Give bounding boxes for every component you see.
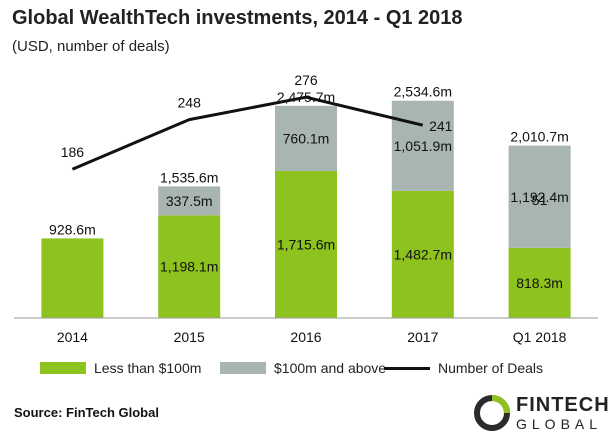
bar-small-deals-2: [275, 170, 337, 318]
bar-large-deals-4: [508, 145, 571, 248]
x-tick-label-4: Q1 2018: [513, 329, 567, 345]
fintech-global-logo: FINTECH GLOBAL: [472, 389, 609, 437]
bar-total-label-1: 1,535.6m: [160, 169, 218, 185]
legend-item-small-deals: Less than $100m: [40, 360, 201, 376]
bar-label-small-deals-4: 818.3m: [516, 275, 563, 291]
legend-label-number-of-deals: Number of Deals: [438, 360, 544, 376]
legend-label-large-deals: $100m and above: [274, 360, 387, 376]
x-tick-label-2: 2016: [290, 329, 321, 345]
deals-point-label-0: 186: [61, 144, 85, 160]
legend-swatch-large-deals: [220, 362, 266, 374]
bar-label-small-deals-0: 928.6m: [49, 221, 96, 237]
legend-label-small-deals: Less than $100m: [94, 360, 202, 376]
legend-item-large-deals: $100m and above: [220, 360, 386, 376]
bar-label-large-deals-3: 1,051.9m: [394, 138, 452, 154]
legend-swatch-small-deals: [40, 362, 86, 374]
logo-text: FINTECH GLOBAL: [516, 395, 610, 433]
legend-swatch-number-of-deals: [384, 366, 430, 370]
x-tick-label-3: 2017: [407, 329, 438, 345]
logo-line-1: FINTECH: [516, 394, 610, 416]
bar-small-deals-3: [391, 190, 454, 318]
deals-line: [71, 95, 424, 171]
bar-total-label-4: 2,010.7m: [510, 129, 568, 145]
x-tick-label-0: 2014: [57, 329, 88, 345]
bar-label-large-deals-4: 1,192.4m: [510, 189, 568, 205]
deals-point-label-2: 276: [294, 72, 318, 88]
bar-large-deals-1: [158, 186, 221, 216]
bar-large-deals-2: [275, 105, 337, 171]
bar-label-large-deals-2: 760.1m: [283, 130, 330, 146]
bar-label-small-deals-3: 1,482.7m: [394, 246, 452, 262]
x-tick-label-1: 2015: [174, 329, 205, 345]
deals-point-label-1: 248: [178, 95, 202, 111]
logo-line-2: GLOBAL: [516, 416, 603, 432]
source-note: Source: FinTech Global: [14, 405, 159, 420]
bar-label-large-deals-1: 337.5m: [166, 193, 213, 209]
chart-title: Global WealthTech investments, 2014 - Q1…: [12, 7, 463, 29]
bar-total-label-3: 2,534.6m: [394, 84, 452, 100]
bar-label-small-deals-2: 1,715.6m: [277, 236, 335, 252]
legend-item-number-of-deals: Number of Deals: [384, 360, 543, 376]
bar-label-small-deals-1: 1,198.1m: [160, 259, 218, 275]
bar-small-deals-4: [508, 247, 571, 318]
stacked-bar-chart: 928.6m 1,198.1m 337.5m 1,535.6m 1,715.6m 760.…: [14, 72, 598, 345]
logo-ring-icon: [474, 395, 510, 431]
deals-point-label-3: 241: [429, 118, 453, 134]
bar-large-deals-3: [391, 100, 454, 191]
deals-point-label-4: 51: [532, 192, 548, 208]
bar-small-deals-0: [41, 238, 104, 318]
chart-legend: Less than $100m $100m and above Number o…: [0, 360, 610, 382]
bar-small-deals-1: [158, 215, 221, 318]
chart-subtitle: (USD, number of deals): [12, 38, 170, 55]
